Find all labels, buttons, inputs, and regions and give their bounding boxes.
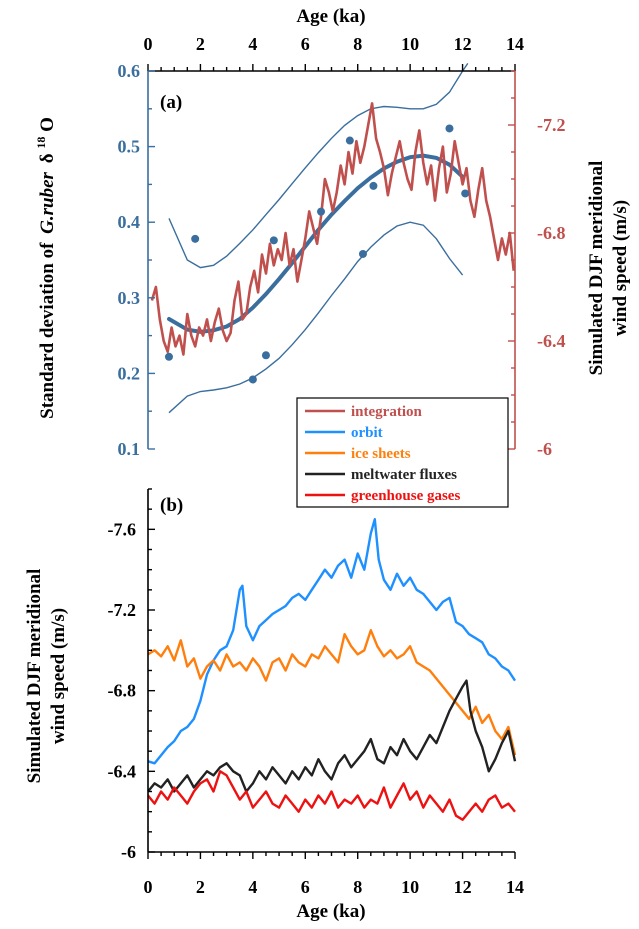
panel-b-x-tick-label: 8 xyxy=(353,877,362,897)
series-line-ice-sheets xyxy=(147,629,517,756)
scatter-point xyxy=(164,352,173,361)
panel-b-y-tick-label: -6.8 xyxy=(108,681,137,701)
legend-label-orbit: orbit xyxy=(351,425,383,441)
panel-b-axes: 0 2 4 6 8 10 12 14 -7.6 -7.2 -6.8 -6.4 -6 xyxy=(108,488,524,897)
top-x-tick-label: 2 xyxy=(196,34,205,54)
top-x-tick-label: 6 xyxy=(301,34,310,54)
right-y-tick-label: -6 xyxy=(537,439,552,459)
right-y-tick-label: -6.4 xyxy=(537,331,566,351)
scatter-point xyxy=(445,124,454,133)
scatter-point xyxy=(358,249,367,258)
top-x-tick-label: 14 xyxy=(506,34,524,54)
left-y-tick-label: 0.2 xyxy=(118,363,141,383)
top-x-tick-label: 0 xyxy=(144,34,153,54)
integration-series-group xyxy=(150,102,515,356)
scatter-points-group xyxy=(164,124,470,384)
series-line-greenhouse-gases xyxy=(147,770,516,821)
left-y-tick-label: 0.6 xyxy=(118,61,141,81)
scatter-point xyxy=(345,136,354,145)
legend-label-integration: integration xyxy=(351,404,422,420)
panel-b-x-tick-label: 10 xyxy=(401,877,419,897)
scatter-point xyxy=(317,207,326,216)
left-y-axis-title: Standard deviation of G.ruber δ 18 O xyxy=(29,117,58,419)
panel-b-y-axis-title-line2: wind speed (m/s) xyxy=(48,608,69,744)
panel-b-x-tick-label: 0 xyxy=(144,877,153,897)
panel-a-axes: 0 2 4 6 8 10 12 14 0.6 0.5 0.4 0.3 0.2 0.1 -7.2 -6.8 -6.… xyxy=(118,34,566,459)
ci-upper-line xyxy=(168,63,469,269)
panel-b-x-tick-label: 6 xyxy=(301,877,310,897)
scatter-point xyxy=(248,375,257,384)
right-y-tick-label: -6.8 xyxy=(537,223,566,243)
series-line-meltwater-fluxes xyxy=(147,679,517,793)
right-y-axis-title-line2: wind speed (m/s) xyxy=(610,200,631,336)
scatter-point xyxy=(191,234,200,243)
left-y-tick-label: 0.1 xyxy=(118,439,141,459)
left-y-title-italic: G.ruber xyxy=(37,171,58,233)
left-y-title-end: O xyxy=(37,117,58,132)
legend-items: integration orbit ice sheets meltwater flux… xyxy=(305,404,460,504)
left-y-title-plain: Standard deviation of xyxy=(37,242,58,419)
left-y-tick-label: 0.4 xyxy=(118,212,141,232)
scatter-point xyxy=(269,236,278,245)
ci-lower-line xyxy=(168,221,464,414)
bottom-x-axis-title: Age (ka) xyxy=(296,901,365,922)
top-x-axis-title: Age (ka) xyxy=(296,6,365,27)
panel-a: 0 2 4 6 8 10 12 14 0.6 0.5 0.4 0.3 0.2 0.1 -7.2 -6.8 -6.… xyxy=(29,6,631,459)
panel-b-x-tick-label: 14 xyxy=(506,877,524,897)
scatter-point xyxy=(461,189,470,198)
panel-label-a: (a) xyxy=(160,92,182,113)
series-line-orbit xyxy=(147,518,517,765)
panel-b-y-tick-label: -6 xyxy=(121,842,136,862)
legend-label-greenhouse-gases: greenhouse gases xyxy=(351,488,460,504)
panel-b-x-tick-label: 2 xyxy=(196,877,205,897)
panel-b-x-tick-label: 4 xyxy=(248,877,257,897)
top-x-tick-label: 10 xyxy=(401,34,419,54)
panel-b: 0 2 4 6 8 10 12 14 -7.6 -7.2 -6.8 -6.4 -6 (b) Simula… xyxy=(24,488,524,922)
top-x-tick-label: 8 xyxy=(353,34,362,54)
top-x-tick-label: 4 xyxy=(248,34,257,54)
left-y-title-delta: δ xyxy=(37,153,58,163)
integration-series-line xyxy=(150,102,515,356)
scatter-point xyxy=(261,351,270,360)
right-y-axis-title-line1: Simulated DJF meridional xyxy=(586,161,607,376)
panel-b-y-tick-label: -7.2 xyxy=(108,600,137,620)
panel-b-x-tick-label: 12 xyxy=(454,877,472,897)
left-y-tick-label: 0.5 xyxy=(118,137,141,157)
panel-b-y-tick-label: -6.4 xyxy=(108,761,137,781)
legend-label-meltwater-fluxes: meltwater fluxes xyxy=(351,467,457,483)
scatter-point xyxy=(369,181,378,190)
left-y-tick-label: 0.3 xyxy=(118,288,141,308)
top-x-tick-label: 12 xyxy=(454,34,472,54)
panel-b-y-axis-title-line1: Simulated DJF meridional xyxy=(24,569,45,784)
panel-b-y-tick-label: -7.6 xyxy=(108,519,137,539)
panel-label-b: (b) xyxy=(160,495,183,516)
right-y-tick-label: -7.2 xyxy=(537,115,566,135)
legend: integration orbit ice sheets meltwater flux… xyxy=(296,397,509,508)
left-y-title-sup: 18 xyxy=(34,137,48,149)
panel-b-series-group xyxy=(147,518,517,821)
legend-label-ice-sheets: ice sheets xyxy=(351,446,411,462)
